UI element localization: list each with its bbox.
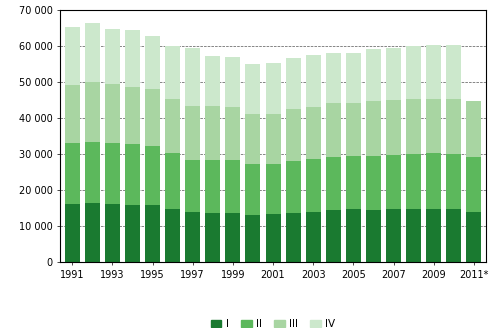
Bar [286,213,301,262]
Bar [426,99,441,154]
Legend: I, II, III, IV: I, II, III, IV [207,315,339,328]
Bar [306,159,321,212]
Bar [386,155,401,209]
Bar [225,107,240,160]
Bar [205,160,220,213]
Bar [225,213,240,262]
Bar [245,64,261,114]
Bar [185,212,200,262]
Bar [125,30,140,87]
Bar [366,210,381,262]
Bar [165,99,180,154]
Bar [406,209,421,262]
Bar [125,205,140,262]
Bar [406,99,421,154]
Bar [426,209,441,262]
Bar [346,209,361,262]
Bar [85,82,100,142]
Bar [85,203,100,262]
Bar [386,100,401,155]
Bar [446,99,461,154]
Bar [205,56,220,106]
Bar [446,154,461,209]
Bar [326,157,341,210]
Bar [326,103,341,157]
Bar [205,106,220,160]
Bar [125,87,140,144]
Bar [245,215,261,262]
Bar [406,46,421,99]
Bar [446,209,461,262]
Bar [205,213,220,262]
Bar [466,157,481,212]
Bar [386,209,401,262]
Bar [346,103,361,156]
Bar [145,89,160,146]
Bar [185,48,200,106]
Bar [426,45,441,99]
Bar [306,107,321,159]
Bar [306,55,321,107]
Bar [466,101,481,157]
Bar [165,154,180,209]
Bar [266,215,281,262]
Bar [266,114,281,164]
Bar [326,210,341,262]
Bar [266,63,281,114]
Bar [446,45,461,99]
Bar [346,156,361,209]
Bar [65,85,80,143]
Bar [65,143,80,204]
Bar [165,46,180,99]
Bar [165,209,180,262]
Bar [286,161,301,213]
Bar [65,204,80,262]
Bar [225,57,240,107]
Bar [245,164,261,215]
Bar [105,143,120,204]
Bar [406,154,421,209]
Bar [466,212,481,262]
Bar [145,146,160,205]
Bar [326,53,341,103]
Bar [266,164,281,215]
Bar [105,84,120,143]
Bar [145,205,160,262]
Bar [346,53,361,103]
Bar [366,49,381,101]
Bar [306,212,321,262]
Bar [185,160,200,212]
Bar [105,29,120,84]
Bar [386,48,401,100]
Bar [366,101,381,155]
Bar [245,114,261,164]
Bar [85,142,100,203]
Bar [426,154,441,209]
Bar [366,155,381,210]
Bar [185,106,200,160]
Bar [105,204,120,262]
Bar [125,144,140,205]
Bar [286,110,301,161]
Bar [65,27,80,85]
Bar [145,36,160,89]
Bar [225,160,240,213]
Bar [286,58,301,110]
Bar [85,23,100,82]
